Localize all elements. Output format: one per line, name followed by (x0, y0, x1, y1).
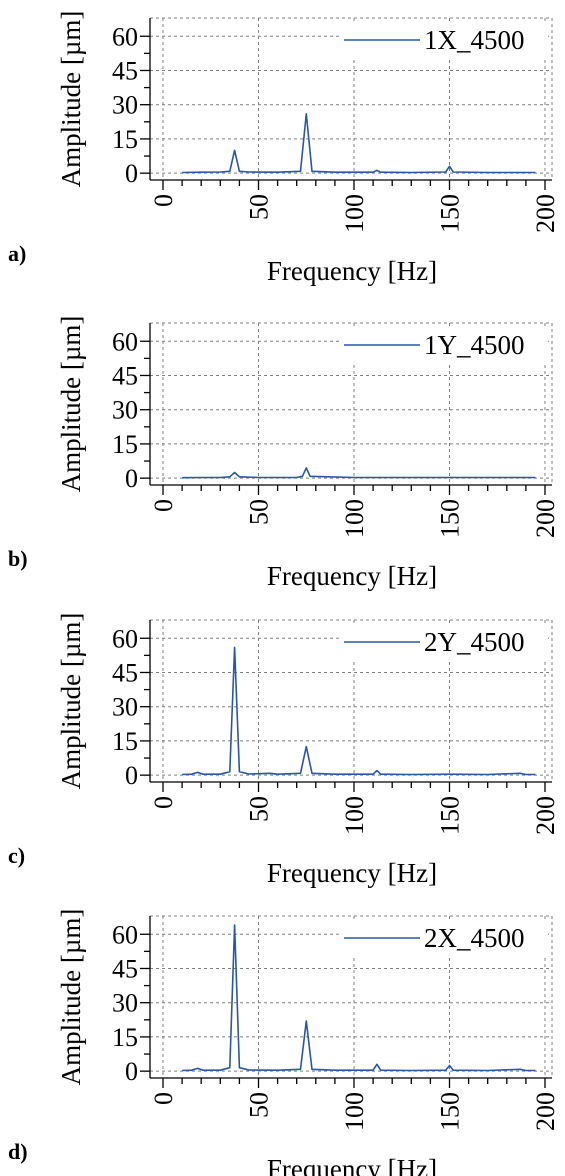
x-axis-label: Frequency [Hz] (267, 256, 437, 286)
x-tick-label: 0 (149, 194, 178, 207)
x-axis-label: Frequency [Hz] (267, 1154, 437, 1176)
y-tick-label: 45 (112, 361, 138, 390)
legend-label: 2Y_4500 (424, 627, 525, 657)
x-tick-label: 50 (245, 1092, 274, 1118)
x-tick-label: 100 (340, 194, 369, 233)
x-axis-label: Frequency [Hz] (267, 858, 437, 888)
legend-background (340, 24, 548, 58)
legend-background (340, 329, 548, 363)
x-tick-label: 0 (149, 796, 178, 809)
legend-background (340, 626, 548, 660)
legend-label: 2X_4500 (424, 923, 525, 953)
series-line (182, 646, 536, 776)
y-axis-label: Amplitude [µm] (56, 11, 86, 188)
y-tick-label: 45 (112, 658, 138, 687)
x-tick-label: 200 (531, 194, 560, 233)
y-tick-label: 30 (112, 396, 138, 425)
x-tick-label: 100 (340, 499, 369, 538)
legend-label: 1Y_4500 (424, 330, 525, 360)
x-tick-label: 150 (436, 1092, 465, 1131)
y-tick-label: 0 (125, 159, 138, 188)
y-tick-label: 60 (112, 22, 138, 51)
x-tick-label: 100 (340, 1092, 369, 1131)
legend-label: 1X_4500 (424, 25, 525, 55)
x-tick-label: 200 (531, 1092, 560, 1131)
chart-panel: 0 15 30 45 60 0 50 100 150 200 Amplitude [µm] Frequ… (8, 11, 560, 286)
chart-panel: 0 15 30 45 60 0 50 100 150 200 Amplitude [µm] Frequ… (8, 316, 560, 591)
y-tick-label: 15 (112, 430, 138, 459)
series-line (182, 924, 536, 1072)
y-tick-label: 15 (112, 125, 138, 154)
x-tick-label: 50 (245, 796, 274, 822)
y-tick-label: 15 (112, 727, 138, 756)
x-tick-label: 200 (531, 796, 560, 835)
chart-panel: 0 15 30 45 60 0 50 100 150 200 Amplitude [µm] Frequ… (8, 909, 560, 1176)
y-tick-label: 0 (125, 1057, 138, 1086)
y-axis-label: Amplitude [µm] (56, 613, 86, 790)
panel-label: c) (8, 843, 25, 868)
panel-label: d) (8, 1139, 28, 1164)
x-tick-label: 0 (149, 499, 178, 512)
panel-label: b) (8, 546, 28, 571)
x-tick-label: 0 (149, 1092, 178, 1105)
x-axis-label: Frequency [Hz] (267, 561, 437, 591)
y-tick-label: 15 (112, 1023, 138, 1052)
series-line (182, 113, 536, 174)
y-tick-label: 60 (112, 920, 138, 949)
y-tick-label: 45 (112, 954, 138, 983)
x-tick-label: 150 (436, 796, 465, 835)
legend-background (340, 922, 548, 956)
x-tick-label: 150 (436, 499, 465, 538)
x-tick-label: 150 (436, 194, 465, 233)
chart-panel: 0 15 30 45 60 0 50 100 150 200 Amplitude [µm] Frequ… (8, 613, 560, 888)
x-tick-label: 50 (245, 194, 274, 220)
y-tick-label: 0 (125, 464, 138, 493)
x-tick-label: 100 (340, 796, 369, 835)
panel-label: a) (8, 241, 26, 266)
y-axis-label: Amplitude [µm] (56, 316, 86, 493)
y-axis-label: Amplitude [µm] (56, 909, 86, 1086)
y-tick-label: 0 (125, 761, 138, 790)
y-tick-label: 30 (112, 91, 138, 120)
y-tick-label: 30 (112, 989, 138, 1018)
y-tick-label: 60 (112, 624, 138, 653)
series-line (182, 467, 536, 479)
y-tick-label: 30 (112, 693, 138, 722)
x-tick-label: 50 (245, 499, 274, 525)
y-tick-label: 60 (112, 327, 138, 356)
x-tick-label: 200 (531, 499, 560, 538)
y-tick-label: 45 (112, 56, 138, 85)
